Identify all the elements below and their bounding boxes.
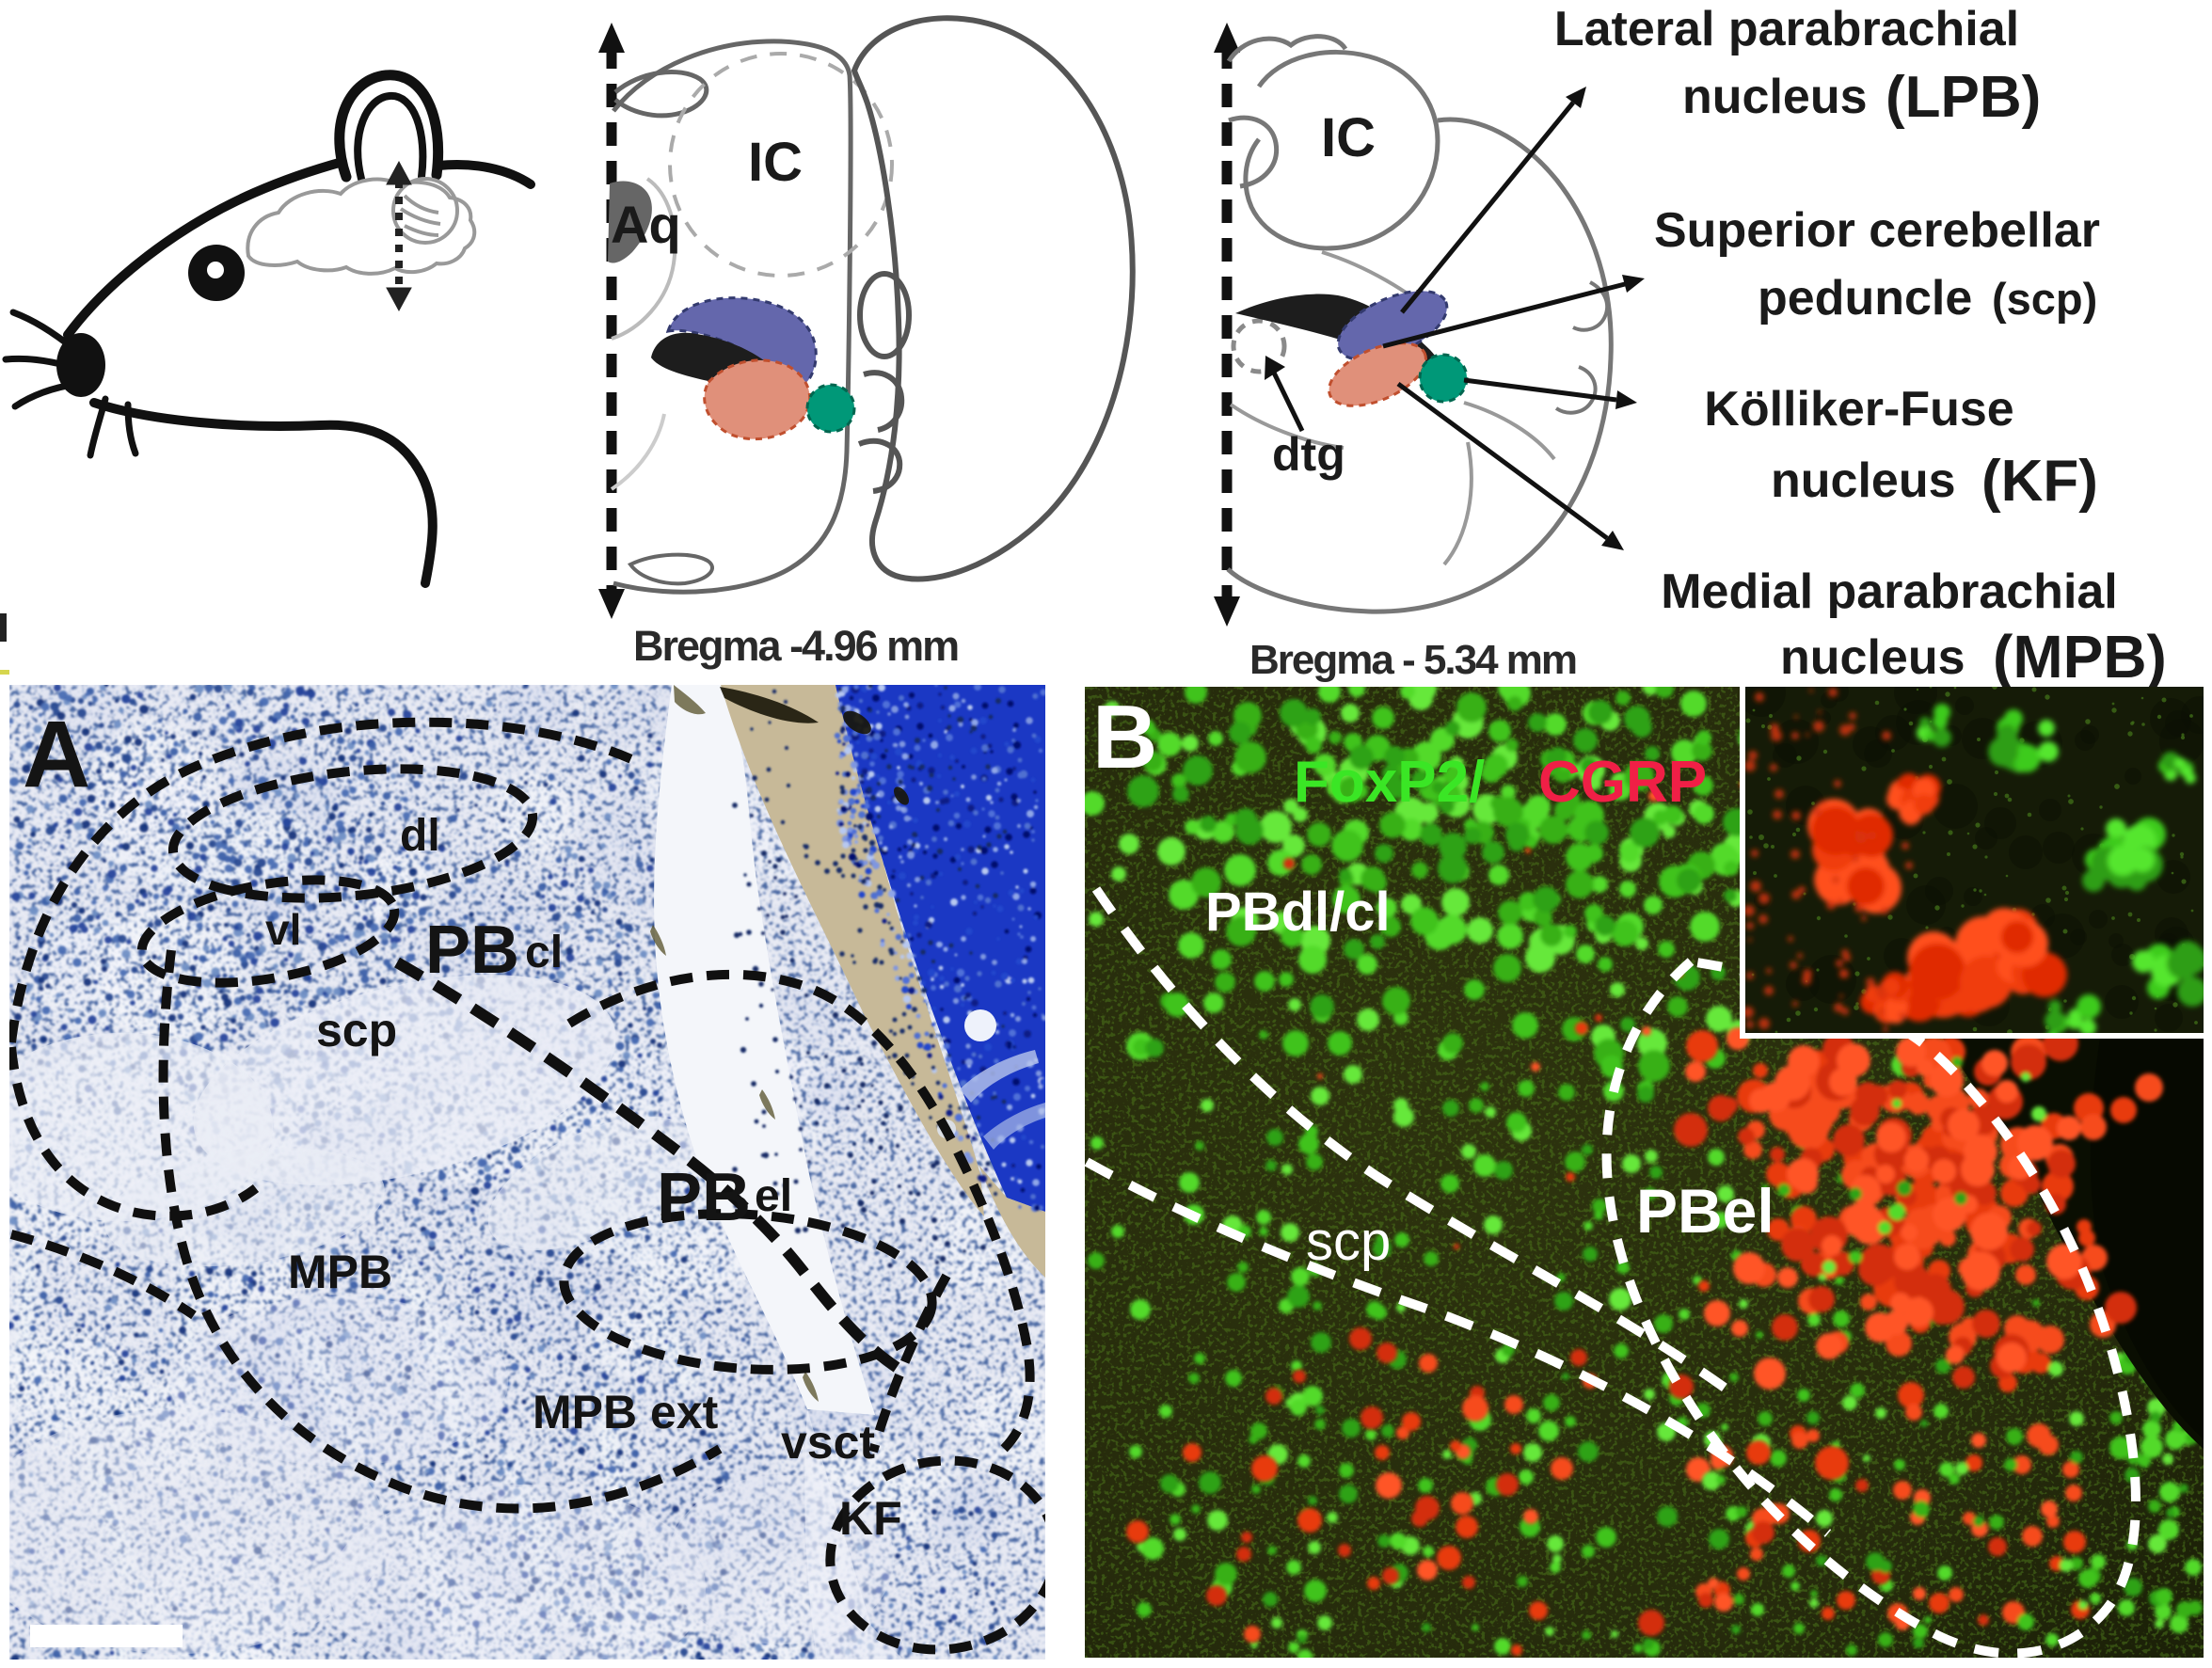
svg-text:(KF): (KF) <box>1981 449 2098 514</box>
svg-text:Superior cerebellar: Superior cerebellar <box>1654 203 2100 258</box>
svg-text:vsct: vsct <box>781 1416 875 1469</box>
svg-text:scp: scp <box>1306 1211 1391 1272</box>
svg-text:Kölliker-Fuse: Kölliker-Fuse <box>1704 382 2013 437</box>
svg-text:A: A <box>23 702 90 807</box>
svg-text:IC: IC <box>748 132 803 193</box>
svg-text:vl: vl <box>265 905 301 954</box>
svg-text:nucleus: nucleus <box>1682 70 1868 124</box>
svg-text:FoxP2/: FoxP2/ <box>1294 750 1485 815</box>
svg-text:Medial parabrachial: Medial parabrachial <box>1661 564 2118 619</box>
svg-text:(MPB): (MPB) <box>1993 623 2167 687</box>
svg-text:cl: cl <box>525 928 563 977</box>
svg-text:PB: PB <box>425 913 519 988</box>
svg-text:PB: PB <box>657 1160 751 1235</box>
svg-text:PBdl/cl: PBdl/cl <box>1205 882 1391 943</box>
svg-text:dtg: dtg <box>1272 428 1345 481</box>
svg-text:CGRP: CGRP <box>1538 750 1707 815</box>
svg-text:(scp): (scp) <box>1992 274 2097 324</box>
svg-text:scp: scp <box>316 1004 397 1056</box>
svg-text:B: B <box>1092 687 1157 787</box>
svg-text:el: el <box>755 1171 792 1221</box>
svg-text:Bregma -4.96 mm: Bregma -4.96 mm <box>633 622 958 670</box>
svg-text:(LPB): (LPB) <box>1886 65 2041 130</box>
svg-text:Lateral parabrachial: Lateral parabrachial <box>1554 2 2019 56</box>
svg-text:IC: IC <box>1321 107 1376 168</box>
svg-text:KF: KF <box>839 1492 902 1545</box>
svg-text:Aq: Aq <box>611 195 681 254</box>
svg-text:nucleus: nucleus <box>1771 453 1956 508</box>
svg-text:MPB ext: MPB ext <box>533 1386 719 1438</box>
svg-text:PBel: PBel <box>1636 1176 1774 1246</box>
svg-text:dl: dl <box>400 811 440 861</box>
svg-text:peduncle: peduncle <box>1758 271 1972 326</box>
svg-text:MPB: MPB <box>288 1246 392 1298</box>
svg-text:nucleus: nucleus <box>1780 630 1965 685</box>
svg-text:Bregma - 5.34 mm: Bregma - 5.34 mm <box>1249 637 1576 683</box>
